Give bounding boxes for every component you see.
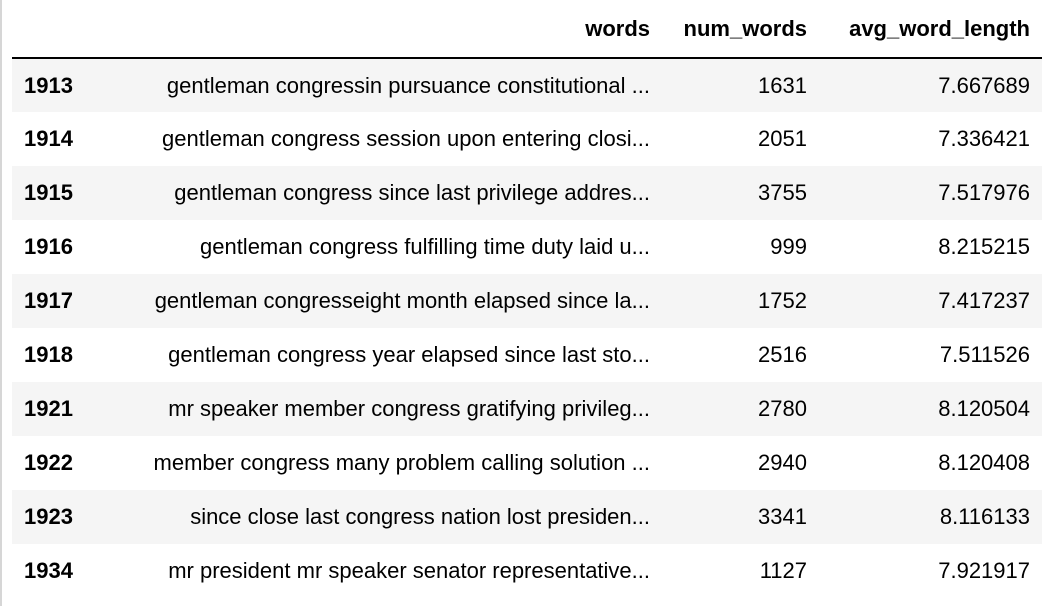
row-index: 1922 xyxy=(24,450,73,475)
cell-num-words: 999 xyxy=(770,234,807,259)
output-area-left-border xyxy=(0,0,2,606)
cell-avg-word-length: 7.336421 xyxy=(938,126,1030,151)
cell-num-words: 2780 xyxy=(758,396,807,421)
cell-avg-word-length: 7.417237 xyxy=(938,288,1030,313)
cell-avg-word-length: 8.120408 xyxy=(938,450,1030,475)
cell-num-words: 1127 xyxy=(759,558,807,583)
cell-words: gentleman congress year elapsed since la… xyxy=(168,342,650,367)
cell-num-words: 3755 xyxy=(758,180,807,205)
table-row: 1922 member congress many problem callin… xyxy=(12,436,1042,490)
cell-num-words: 1631 xyxy=(758,72,807,98)
cell-avg-word-length: 7.511526 xyxy=(939,342,1030,367)
row-index: 1914 xyxy=(24,126,73,151)
row-index: 1921 xyxy=(24,396,73,421)
column-header-num-words: num_words xyxy=(683,15,807,41)
cell-avg-word-length: 7.517976 xyxy=(938,180,1030,205)
cell-words: gentleman congress fulfilling time duty … xyxy=(199,234,650,259)
cell-words: since close last congress nation lost pr… xyxy=(190,504,650,529)
row-index: 1917 xyxy=(24,288,73,313)
cell-num-words: 2051 xyxy=(758,126,807,151)
column-header-avg-word-length: avg_word_length xyxy=(849,15,1030,41)
cell-avg-word-length: 7.921917 xyxy=(938,558,1030,583)
cell-words: gentleman congress session upon entering… xyxy=(162,126,650,151)
table-row: 1915 gentleman congress since last privi… xyxy=(12,166,1042,220)
row-index: 1918 xyxy=(24,342,73,367)
dataframe-table: words num_words avg_word_length 1913 gen… xyxy=(12,0,1042,598)
cell-avg-word-length: 7.667689 xyxy=(938,72,1030,98)
cell-words: gentleman congressin pursuance constitut… xyxy=(166,72,650,98)
table-row: 1923 since close last congress nation lo… xyxy=(12,490,1042,544)
cell-avg-word-length: 8.215215 xyxy=(938,234,1030,259)
cell-avg-word-length: 8.120504 xyxy=(938,396,1030,421)
column-header-words: words xyxy=(585,15,650,41)
table-row: 1934 mr president mr speaker senator rep… xyxy=(12,544,1042,598)
cell-num-words: 2516 xyxy=(758,342,807,367)
cell-words: mr president mr speaker senator represen… xyxy=(168,558,650,583)
table-row: 1921 mr speaker member congress gratifyi… xyxy=(12,382,1042,436)
row-index: 1923 xyxy=(24,504,73,529)
table-header: words num_words avg_word_length xyxy=(12,0,1042,58)
cell-num-words: 2940 xyxy=(758,450,807,475)
header-row: words num_words avg_word_length xyxy=(12,0,1042,58)
row-index: 1934 xyxy=(24,558,73,583)
row-index: 1916 xyxy=(24,234,73,259)
index-header xyxy=(12,0,92,58)
table-row: 1917 gentleman congresseight month elaps… xyxy=(12,274,1042,328)
cell-words: gentleman congresseight month elapsed si… xyxy=(154,288,650,313)
row-index: 1913 xyxy=(24,72,73,98)
cell-words: gentleman congress since last privilege … xyxy=(174,180,650,205)
cell-num-words: 1752 xyxy=(758,288,807,313)
table-row: 1918 gentleman congress year elapsed sin… xyxy=(12,328,1042,382)
cell-avg-word-length: 8.116133 xyxy=(939,504,1030,529)
cell-words: member congress many problem calling sol… xyxy=(153,450,650,475)
table-body: 1913 gentleman congressin pursuance cons… xyxy=(12,58,1042,598)
table-row: 1914 gentleman congress session upon ent… xyxy=(12,112,1042,166)
dataframe-output: words num_words avg_word_length 1913 gen… xyxy=(12,0,1042,598)
cell-num-words: 3341 xyxy=(758,504,807,529)
row-index: 1915 xyxy=(24,180,73,205)
cell-words: mr speaker member congress gratifying pr… xyxy=(168,396,650,421)
table-row: 1913 gentleman congressin pursuance cons… xyxy=(12,58,1042,112)
table-row: 1916 gentleman congress fulfilling time … xyxy=(12,220,1042,274)
